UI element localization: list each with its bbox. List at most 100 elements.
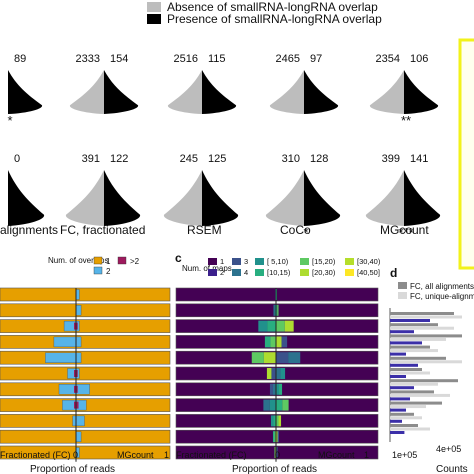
bar-segment-multimap <box>272 431 275 443</box>
bar-segment-multimap <box>274 431 276 443</box>
legend-label-fc-all: FC, all alignments <box>410 282 474 291</box>
bar-segment-multimap <box>263 399 270 411</box>
category-label: MGcount <box>380 223 429 237</box>
bar-fc-all <box>390 345 430 349</box>
bar-fc-unique <box>390 382 438 386</box>
legend-swatch-2 <box>93 266 103 275</box>
top-legend: Absence of smallRNA-longRNA overlap Pres… <box>147 0 382 26</box>
bar-segment-multimap <box>273 304 275 316</box>
bar-segment-1 <box>0 414 171 428</box>
panel-b-legend: Num. of overlaps 1 >2 2 <box>48 256 140 276</box>
legend-swatch <box>232 258 241 265</box>
bar-fc-all <box>390 424 418 427</box>
count-label-presence: 0 <box>14 153 20 165</box>
bar-segment-1 <box>0 287 171 302</box>
bar-segment-multimap <box>263 352 276 364</box>
legend-swatch <box>300 258 309 265</box>
bar-segment-1 <box>0 429 171 444</box>
violin-panel: 89 * 2333 154 2516 115 2465 97 2354 106 ** 0 391 122 2… <box>7 53 441 240</box>
count-label-presence: 89 <box>14 53 26 65</box>
count-label-absence: 245 <box>180 153 198 165</box>
significance-stars: * <box>7 113 12 128</box>
legend-label-2: 2 <box>106 267 111 276</box>
bar-segment-multimap <box>276 304 278 316</box>
bar-fc-unique <box>390 315 462 319</box>
violin-presence <box>8 70 43 114</box>
panel-b-axis: Fractionated (FC) 0 MGcount 1 Proportion… <box>0 450 169 474</box>
bar-segment-multimap <box>277 304 279 316</box>
bar-segment-1 <box>0 303 171 318</box>
bar-mgcount <box>390 341 422 345</box>
bar-fc-all <box>390 356 446 360</box>
axis-left-label: Fractionated (FC) <box>176 450 247 460</box>
category-label: CoCo <box>280 223 311 237</box>
bar-mgcount <box>390 431 405 434</box>
bar-segment-2-right <box>75 431 82 442</box>
violin-absence <box>265 170 304 226</box>
bar-segment-multimap <box>274 304 276 316</box>
bar-segment-multimap <box>267 320 276 332</box>
legend-label: [ 5,10) <box>267 257 289 266</box>
bar-segment-multimap <box>270 415 274 427</box>
bar-segment-multimap <box>266 368 272 379</box>
bar-segment-multimap <box>273 415 276 427</box>
bar-fc-unique <box>390 393 450 397</box>
violin-presence <box>8 170 45 226</box>
legend-swatch-fc-unique <box>398 292 407 299</box>
bar-segment-multimap <box>276 320 285 332</box>
significance-stars: * <box>303 225 308 240</box>
violin-absence <box>69 70 104 114</box>
bar-mgcount <box>390 386 414 390</box>
bar-segment-1 <box>0 445 171 460</box>
legend-swatch-gt2 <box>117 256 127 265</box>
axis-right-label: MGcount <box>117 450 154 460</box>
axis-mid-label: 0 <box>275 450 280 460</box>
count-label-absence: 2516 <box>174 53 198 65</box>
bar-segment-1 <box>0 366 171 381</box>
legend-label-1: 1 <box>106 257 111 266</box>
bar-segment-multimap <box>270 336 276 348</box>
bar-segment-multimap <box>269 399 276 411</box>
violin-presence <box>304 170 341 226</box>
bar-mgcount <box>390 419 402 423</box>
bar-fc-all <box>390 401 442 405</box>
legend-label: [40,50] <box>357 268 380 277</box>
bar-fc-unique <box>390 416 422 420</box>
count-label-absence: 310 <box>282 153 300 165</box>
axis-mid-label: 0 <box>73 450 78 460</box>
panel-c-legend: Num. of maps 1 2 3 4 [ 5,10) [10,15) [15,20) [2… <box>182 257 381 277</box>
bar-fc-unique <box>390 349 438 353</box>
bar-segment-multimap <box>258 320 268 332</box>
count-label-absence: 2465 <box>276 53 300 65</box>
bar-segment-multimap <box>276 289 278 300</box>
violin-absence <box>365 170 404 226</box>
bar-segment-2-left <box>58 384 77 395</box>
legend-label: 4 <box>244 268 248 277</box>
bar-segment-multimap <box>282 399 289 411</box>
panel-label-c: c <box>175 251 182 265</box>
bar-segment-2-right <box>75 305 82 316</box>
bar-fc-unique <box>390 337 446 341</box>
violin-absence <box>163 170 202 226</box>
bar-mgcount <box>390 352 406 356</box>
panel-b-legend-title: Num. of overlaps <box>48 256 108 265</box>
count-label-presence: 125 <box>208 153 226 165</box>
count-label-presence: 154 <box>110 53 128 65</box>
bar-segment-multimap <box>279 383 283 395</box>
legend-swatch <box>232 269 241 276</box>
bar-segment-multimap <box>276 399 283 411</box>
category-label: FC, fractionated <box>60 223 145 237</box>
significance-stars: ** <box>401 113 411 128</box>
axis-left-label: Fractionated (FC) <box>0 450 71 460</box>
legend-label: [20,30) <box>312 268 336 277</box>
bar-fc-all <box>390 379 458 383</box>
violin-presence <box>104 70 139 114</box>
bar-mgcount <box>390 397 410 401</box>
bar-fc-unique <box>390 326 454 330</box>
bar-segment-multimap <box>277 431 280 443</box>
count-label-absence: 2354 <box>376 53 400 65</box>
bar-segment-multimap <box>281 336 288 348</box>
legend-swatch-presence <box>147 14 161 24</box>
bar-fc-unique <box>390 405 426 409</box>
